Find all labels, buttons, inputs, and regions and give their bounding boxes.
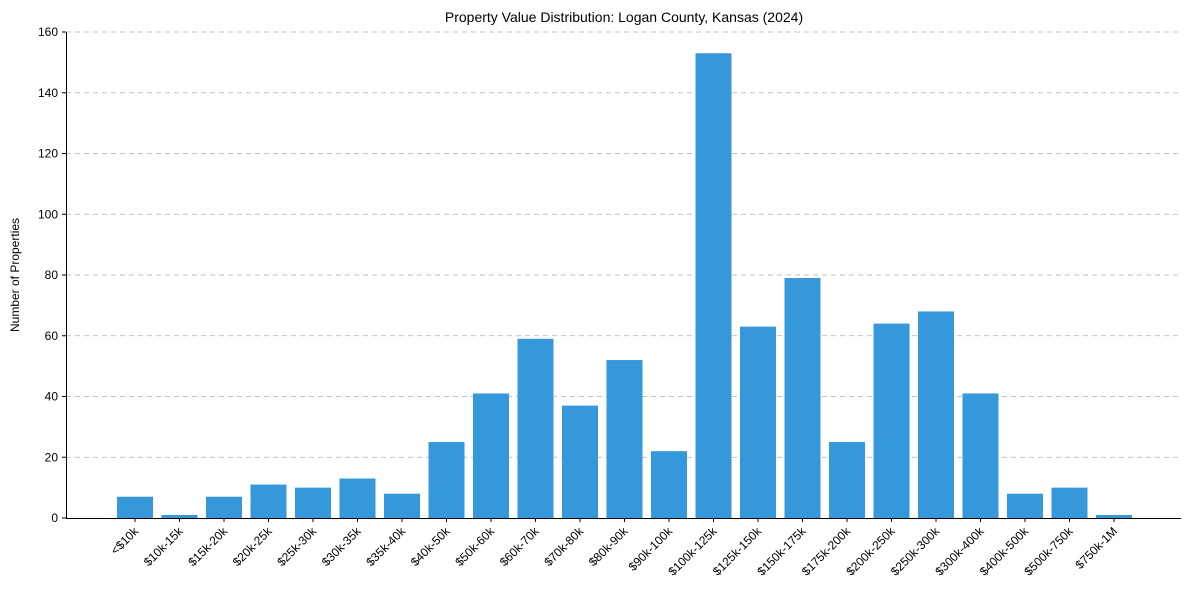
x-tick-label: $20k-25k xyxy=(230,524,276,570)
y-axis-label: Number of Properties xyxy=(8,218,22,332)
bar xyxy=(1051,487,1088,518)
bar xyxy=(339,478,376,518)
bar xyxy=(1007,493,1043,518)
bar xyxy=(873,323,910,518)
x-tick-label: $15k-20k xyxy=(185,524,231,570)
x-tick-label: $80k-90k xyxy=(586,524,632,570)
bar xyxy=(918,311,954,518)
bar xyxy=(740,326,776,518)
bar xyxy=(206,496,242,518)
y-tick-label: 40 xyxy=(45,390,59,404)
y-tick-label: 140 xyxy=(38,86,58,100)
y-tick-label: 120 xyxy=(38,147,58,161)
bar xyxy=(161,514,198,518)
x-tick-label: $50k-60k xyxy=(452,524,498,570)
chart-title: Property Value Distribution: Logan Count… xyxy=(445,9,803,25)
y-ticks: 0 20 40 60 80 100 120 140 160 xyxy=(38,25,66,525)
bar xyxy=(473,393,509,518)
y-tick-label: 60 xyxy=(45,329,59,343)
y-tick-label: 80 xyxy=(45,268,59,282)
x-tick-label: <$10k xyxy=(108,524,142,558)
bar xyxy=(517,338,554,518)
y-tick-label: 100 xyxy=(38,207,58,221)
x-tick-label: $40k-50k xyxy=(408,524,454,570)
bar xyxy=(250,484,287,518)
bar xyxy=(562,405,598,518)
bars xyxy=(117,53,1132,518)
bar xyxy=(606,360,643,518)
y-tick-label: 160 xyxy=(38,25,58,39)
x-ticks: <$10k $10k-15k $15k-20k $20k-25k $25k-30k $30… xyxy=(108,518,1120,578)
bar xyxy=(829,442,865,518)
bar xyxy=(651,451,687,518)
x-tick-label: $25k-30k xyxy=(274,524,320,570)
bar xyxy=(428,442,465,518)
bar xyxy=(384,493,420,518)
x-tick-label: $30k-35k xyxy=(319,524,365,570)
bar xyxy=(695,53,732,518)
x-tick-label: $750k-1M xyxy=(1072,524,1120,572)
bar xyxy=(117,496,153,518)
bar xyxy=(295,487,331,518)
bar xyxy=(962,393,999,518)
x-tick-label: $70k-80k xyxy=(541,524,587,570)
x-tick-label: $10k-15k xyxy=(141,524,187,570)
bar xyxy=(1096,514,1132,518)
x-tick-label: $500k-750k xyxy=(1021,524,1076,579)
y-tick-label: 20 xyxy=(45,450,59,464)
x-tick-label: $35k-40k xyxy=(363,524,409,570)
x-tick-label: $60k-70k xyxy=(497,524,543,570)
y-tick-label: 0 xyxy=(51,511,58,525)
bar xyxy=(784,278,821,518)
